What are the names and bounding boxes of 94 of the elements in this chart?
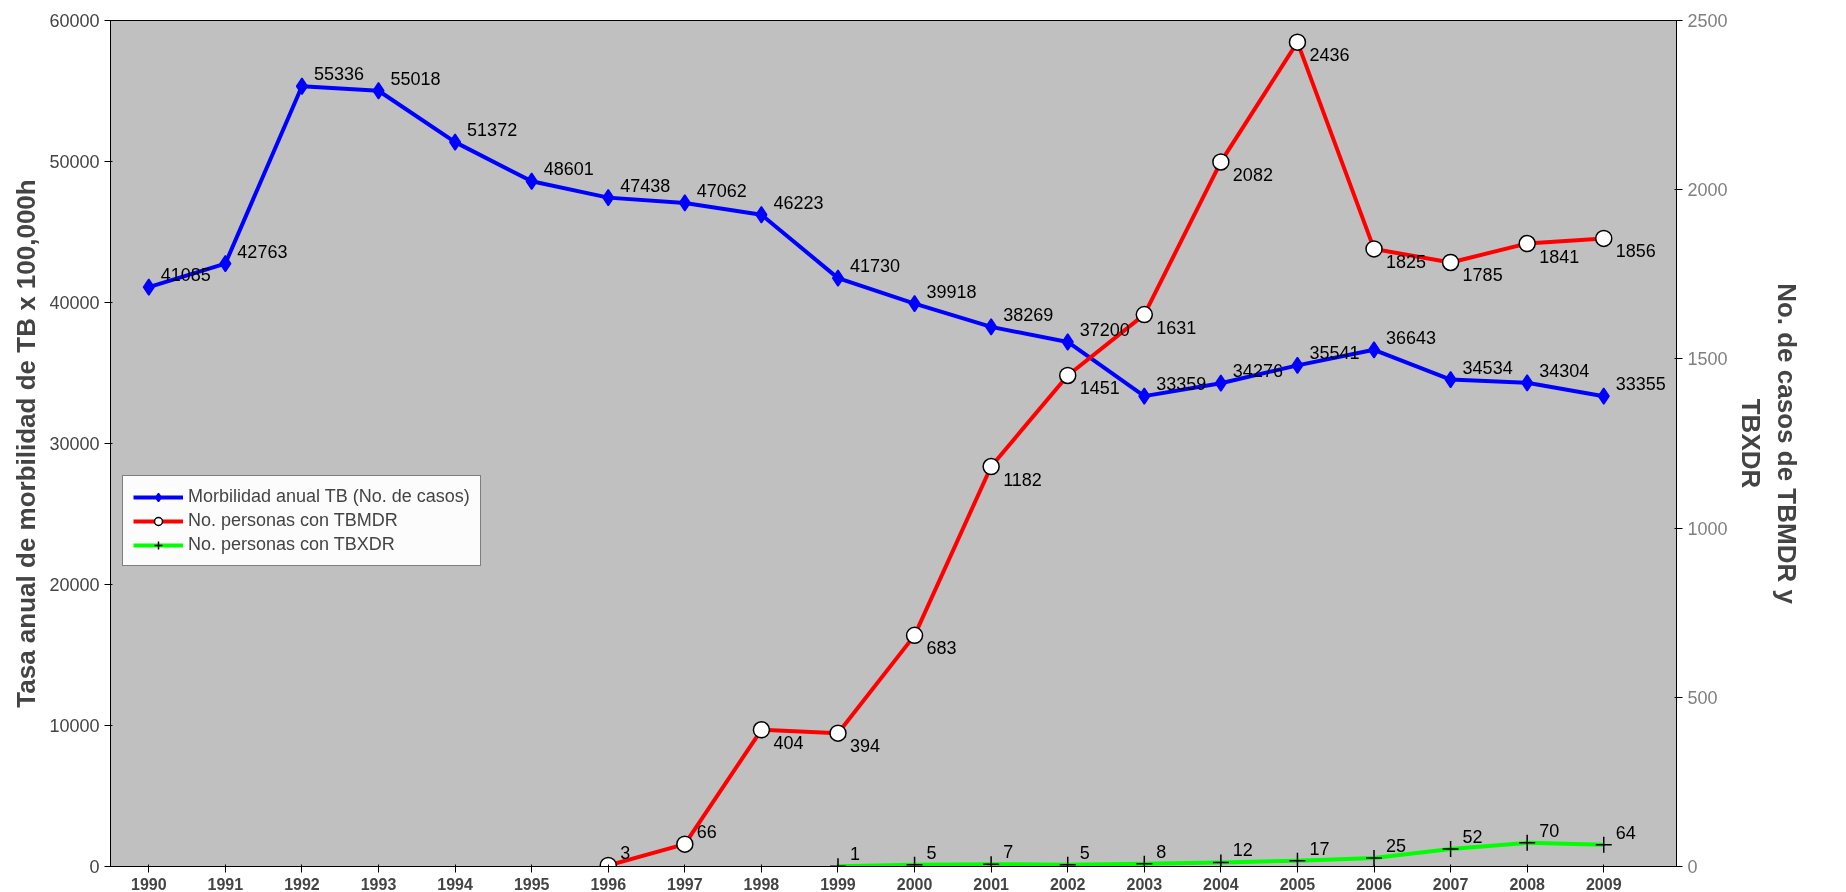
legend-label: Morbilidad anual TB (No. de casos) — [188, 486, 470, 507]
data-label: 64 — [1615, 822, 1636, 843]
x-tick-label: 1999 — [820, 875, 856, 892]
data-label: 1631 — [1156, 317, 1197, 338]
data-label: 34534 — [1462, 357, 1513, 378]
data-label: 33359 — [1156, 374, 1207, 395]
y-tick-label: 30000 — [49, 434, 100, 454]
y-tick-label: 10000 — [49, 716, 100, 736]
point — [295, 77, 309, 96]
point — [142, 278, 155, 296]
y-tick-label: 20000 — [49, 575, 100, 595]
point — [985, 318, 998, 336]
x-tick-label: 1994 — [437, 875, 473, 892]
x-tick-label: 1998 — [743, 875, 780, 892]
x-tick-label: 2007 — [1432, 875, 1469, 892]
data-label: 2082 — [1232, 164, 1273, 185]
data-label: 7 — [1003, 842, 1014, 863]
data-label: 1182 — [1003, 469, 1042, 490]
y2-tick-label: 2500 — [1687, 11, 1728, 31]
x-tick-label: 2001 — [973, 875, 1010, 892]
data-label: 66 — [696, 822, 717, 843]
point — [449, 133, 462, 151]
data-label: 1856 — [1615, 241, 1656, 262]
data-label: 683 — [926, 638, 957, 659]
data-label: 1 — [849, 844, 860, 865]
data-label: 1451 — [1079, 378, 1120, 399]
data-label: 394 — [849, 736, 881, 757]
point — [1138, 387, 1151, 405]
x-tick-label: 2003 — [1126, 875, 1163, 892]
data-label: 1785 — [1462, 265, 1503, 286]
y-tick-label: 60000 — [49, 11, 100, 31]
y-tick-label: 50000 — [49, 152, 100, 172]
data-label: 52 — [1462, 826, 1483, 847]
x-tick-label: 2002 — [1049, 875, 1086, 892]
y2-axis-title: No. de casos de TBMDR y TBXDR — [1735, 283, 1802, 605]
data-label: 70 — [1539, 820, 1560, 841]
point — [1061, 333, 1074, 351]
point — [1597, 387, 1610, 405]
x-tick-label: 2000 — [896, 875, 933, 892]
point — [525, 172, 538, 190]
y2-tick-label: 2000 — [1687, 180, 1728, 201]
data-label: 5 — [926, 842, 937, 863]
x-tick-label: 1995 — [513, 875, 550, 892]
point — [1521, 374, 1534, 392]
point — [678, 194, 691, 212]
data-label: 47438 — [620, 175, 671, 196]
x-tick-label: 1997 — [667, 875, 703, 892]
data-label: 41730 — [849, 256, 901, 277]
data-label: 47062 — [696, 180, 747, 201]
data-label: 33355 — [1615, 374, 1666, 395]
x-tick-label: 1991 — [207, 875, 244, 892]
point — [831, 269, 845, 287]
y2-tick-label: 0 — [1687, 857, 1698, 877]
data-label: 8 — [1156, 841, 1167, 862]
data-label: 2436 — [1309, 45, 1350, 66]
y2-tick-label: 1000 — [1687, 518, 1728, 539]
data-label: 42763 — [237, 241, 288, 262]
data-label: 5 — [1079, 842, 1090, 863]
data-label: 55018 — [390, 68, 441, 89]
x-tick-label: 2005 — [1279, 875, 1316, 892]
x-tick-label: 1993 — [360, 875, 397, 892]
x-tick-label: 2008 — [1509, 875, 1546, 892]
data-label: 17 — [1309, 838, 1330, 859]
y2-tick-label: 1500 — [1687, 349, 1728, 370]
x-tick-label: 2009 — [1585, 875, 1622, 892]
data-label: 39918 — [926, 281, 977, 302]
data-label: 12 — [1232, 840, 1253, 861]
data-label: 51372 — [467, 120, 518, 141]
data-label: 1825 — [1386, 251, 1427, 272]
data-label: 46223 — [773, 192, 824, 213]
data-label: 34304 — [1539, 360, 1590, 381]
data-label: 3 — [620, 843, 631, 864]
data-label: 404 — [773, 732, 804, 753]
x-tick-label: 2006 — [1356, 875, 1392, 892]
x-tick-label: 1992 — [284, 875, 320, 892]
data-label: 38269 — [1003, 304, 1054, 325]
x-tick-label: 2004 — [1203, 875, 1239, 892]
y-axis-title: Tasa anual de morbilidad de TB x 100,000h — [11, 179, 42, 708]
x-tick-label: 1996 — [590, 875, 627, 892]
point — [1367, 341, 1381, 359]
data-label: 36643 — [1386, 327, 1437, 348]
data-label: 25 — [1386, 836, 1407, 857]
point — [755, 206, 768, 224]
data-label: 48601 — [543, 159, 594, 180]
point — [372, 82, 385, 100]
data-label: 1841 — [1539, 246, 1580, 267]
point — [1214, 374, 1227, 392]
y2-tick-label: 500 — [1687, 687, 1718, 708]
legend-label: No. personas con TBXDR — [188, 534, 395, 555]
x-tick-label: 1990 — [130, 875, 167, 892]
legend-label: No. personas con TBMDR — [188, 510, 398, 531]
data-label: 55336 — [313, 64, 365, 85]
y-tick-label: 40000 — [49, 293, 100, 313]
y-tick-label: 0 — [89, 857, 100, 877]
